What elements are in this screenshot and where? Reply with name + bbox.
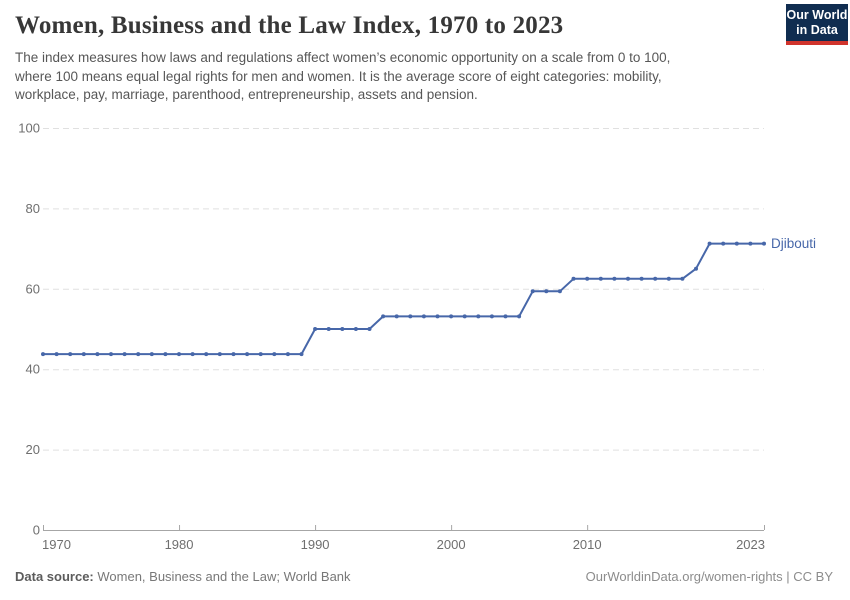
x-axis-tick-label: 1980 <box>165 537 194 552</box>
data-point-marker <box>340 327 345 331</box>
trend-line <box>42 242 765 356</box>
data-point-marker <box>530 289 535 294</box>
chart-header: Women, Business and the Law Index, 1970 … <box>15 12 835 105</box>
data-point-marker <box>272 352 277 357</box>
data-point-marker <box>557 289 562 294</box>
data-point-marker <box>313 327 318 331</box>
data-point-marker <box>245 352 250 357</box>
data-point-marker <box>476 314 481 319</box>
y-axis-tick-label: 0 <box>33 523 40 538</box>
page-title: Women, Business and the Law Index, 1970 … <box>15 12 564 39</box>
data-point-marker <box>598 276 603 281</box>
y-axis-tick-label: 60 <box>26 281 40 296</box>
data-point-marker <box>612 276 617 281</box>
chart-subtitle: The index measures how laws and regulati… <box>15 49 757 105</box>
data-point-marker <box>353 327 358 331</box>
footer-link[interactable]: OurWorldinData.org/women-rights | CC BY <box>585 569 833 584</box>
series-label: Djibouti <box>771 236 816 251</box>
data-point-marker <box>109 352 113 357</box>
x-axis-tick-label: 2010 <box>573 537 602 552</box>
data-point-marker <box>136 352 141 357</box>
subtitle-line: workplace, pay, marriage, parenthood, en… <box>15 87 478 102</box>
data-point-marker <box>217 352 222 357</box>
data-point-marker <box>122 352 127 357</box>
data-point-marker <box>326 327 331 331</box>
data-point-marker <box>680 276 685 281</box>
data-point-marker <box>517 314 522 319</box>
x-axis-tick-label: 1970 <box>42 537 71 552</box>
data-point-marker <box>163 352 168 357</box>
data-point-marker <box>421 314 426 319</box>
data-source-text: Women, Business and the Law; World Bank <box>97 569 351 584</box>
y-axis-tick-label: 100 <box>18 121 40 136</box>
owid-logo-line2: in Data <box>796 23 838 37</box>
data-point-marker <box>544 289 549 294</box>
data-point-marker <box>571 276 576 281</box>
data-point-marker <box>721 241 726 246</box>
data-point-marker <box>204 352 209 357</box>
data-point-marker <box>177 352 181 357</box>
data-point-marker <box>762 241 766 246</box>
data-point-marker <box>285 352 290 357</box>
data-point-marker <box>653 276 658 281</box>
data-point-marker <box>41 352 45 357</box>
data-point-marker <box>707 241 712 246</box>
data-point-marker <box>299 352 304 357</box>
data-point-marker <box>381 314 386 319</box>
data-point-marker <box>68 352 73 357</box>
data-point-marker <box>258 352 263 357</box>
data-point-marker <box>449 314 454 319</box>
data-point-marker <box>462 314 467 319</box>
data-point-marker <box>367 327 372 331</box>
data-point-marker <box>231 352 236 357</box>
data-point-marker <box>81 352 86 357</box>
data-point-marker <box>394 314 399 319</box>
data-source: Data source: Women, Business and the Law… <box>15 569 351 584</box>
data-point-marker <box>54 352 59 357</box>
subtitle-line: where 100 means equal legal rights for m… <box>15 68 662 84</box>
data-point-marker <box>626 276 630 281</box>
data-point-marker <box>95 352 100 357</box>
chart-footer: Data source: Women, Business and the Law… <box>15 569 833 584</box>
subtitle-line: The index measures how laws and regulati… <box>15 50 671 65</box>
data-point-marker <box>503 314 508 319</box>
data-point-marker <box>666 276 671 281</box>
data-point-marker <box>408 314 413 319</box>
data-point-marker <box>190 352 195 357</box>
x-axis-tick-label: 2000 <box>437 537 466 552</box>
owid-logo-line1: Our World <box>786 8 848 22</box>
y-axis-tick-label: 20 <box>26 442 40 457</box>
data-point-marker <box>149 352 154 357</box>
data-point-marker <box>639 276 644 281</box>
data-point-marker <box>489 314 494 319</box>
data-point-marker <box>748 241 753 246</box>
data-point-marker <box>694 266 698 271</box>
data-point-marker <box>734 241 739 246</box>
y-axis-tick-label: 40 <box>26 362 40 377</box>
x-axis-tick-label: 1990 <box>301 537 330 552</box>
data-point-marker <box>585 276 590 281</box>
y-axis-tick-label: 80 <box>26 201 40 216</box>
x-axis-tick-label: 2023 <box>736 537 765 552</box>
data-point-marker <box>435 314 440 319</box>
data-source-label: Data source: <box>15 569 94 584</box>
owid-logo[interactable]: Our World in Data <box>786 4 848 45</box>
